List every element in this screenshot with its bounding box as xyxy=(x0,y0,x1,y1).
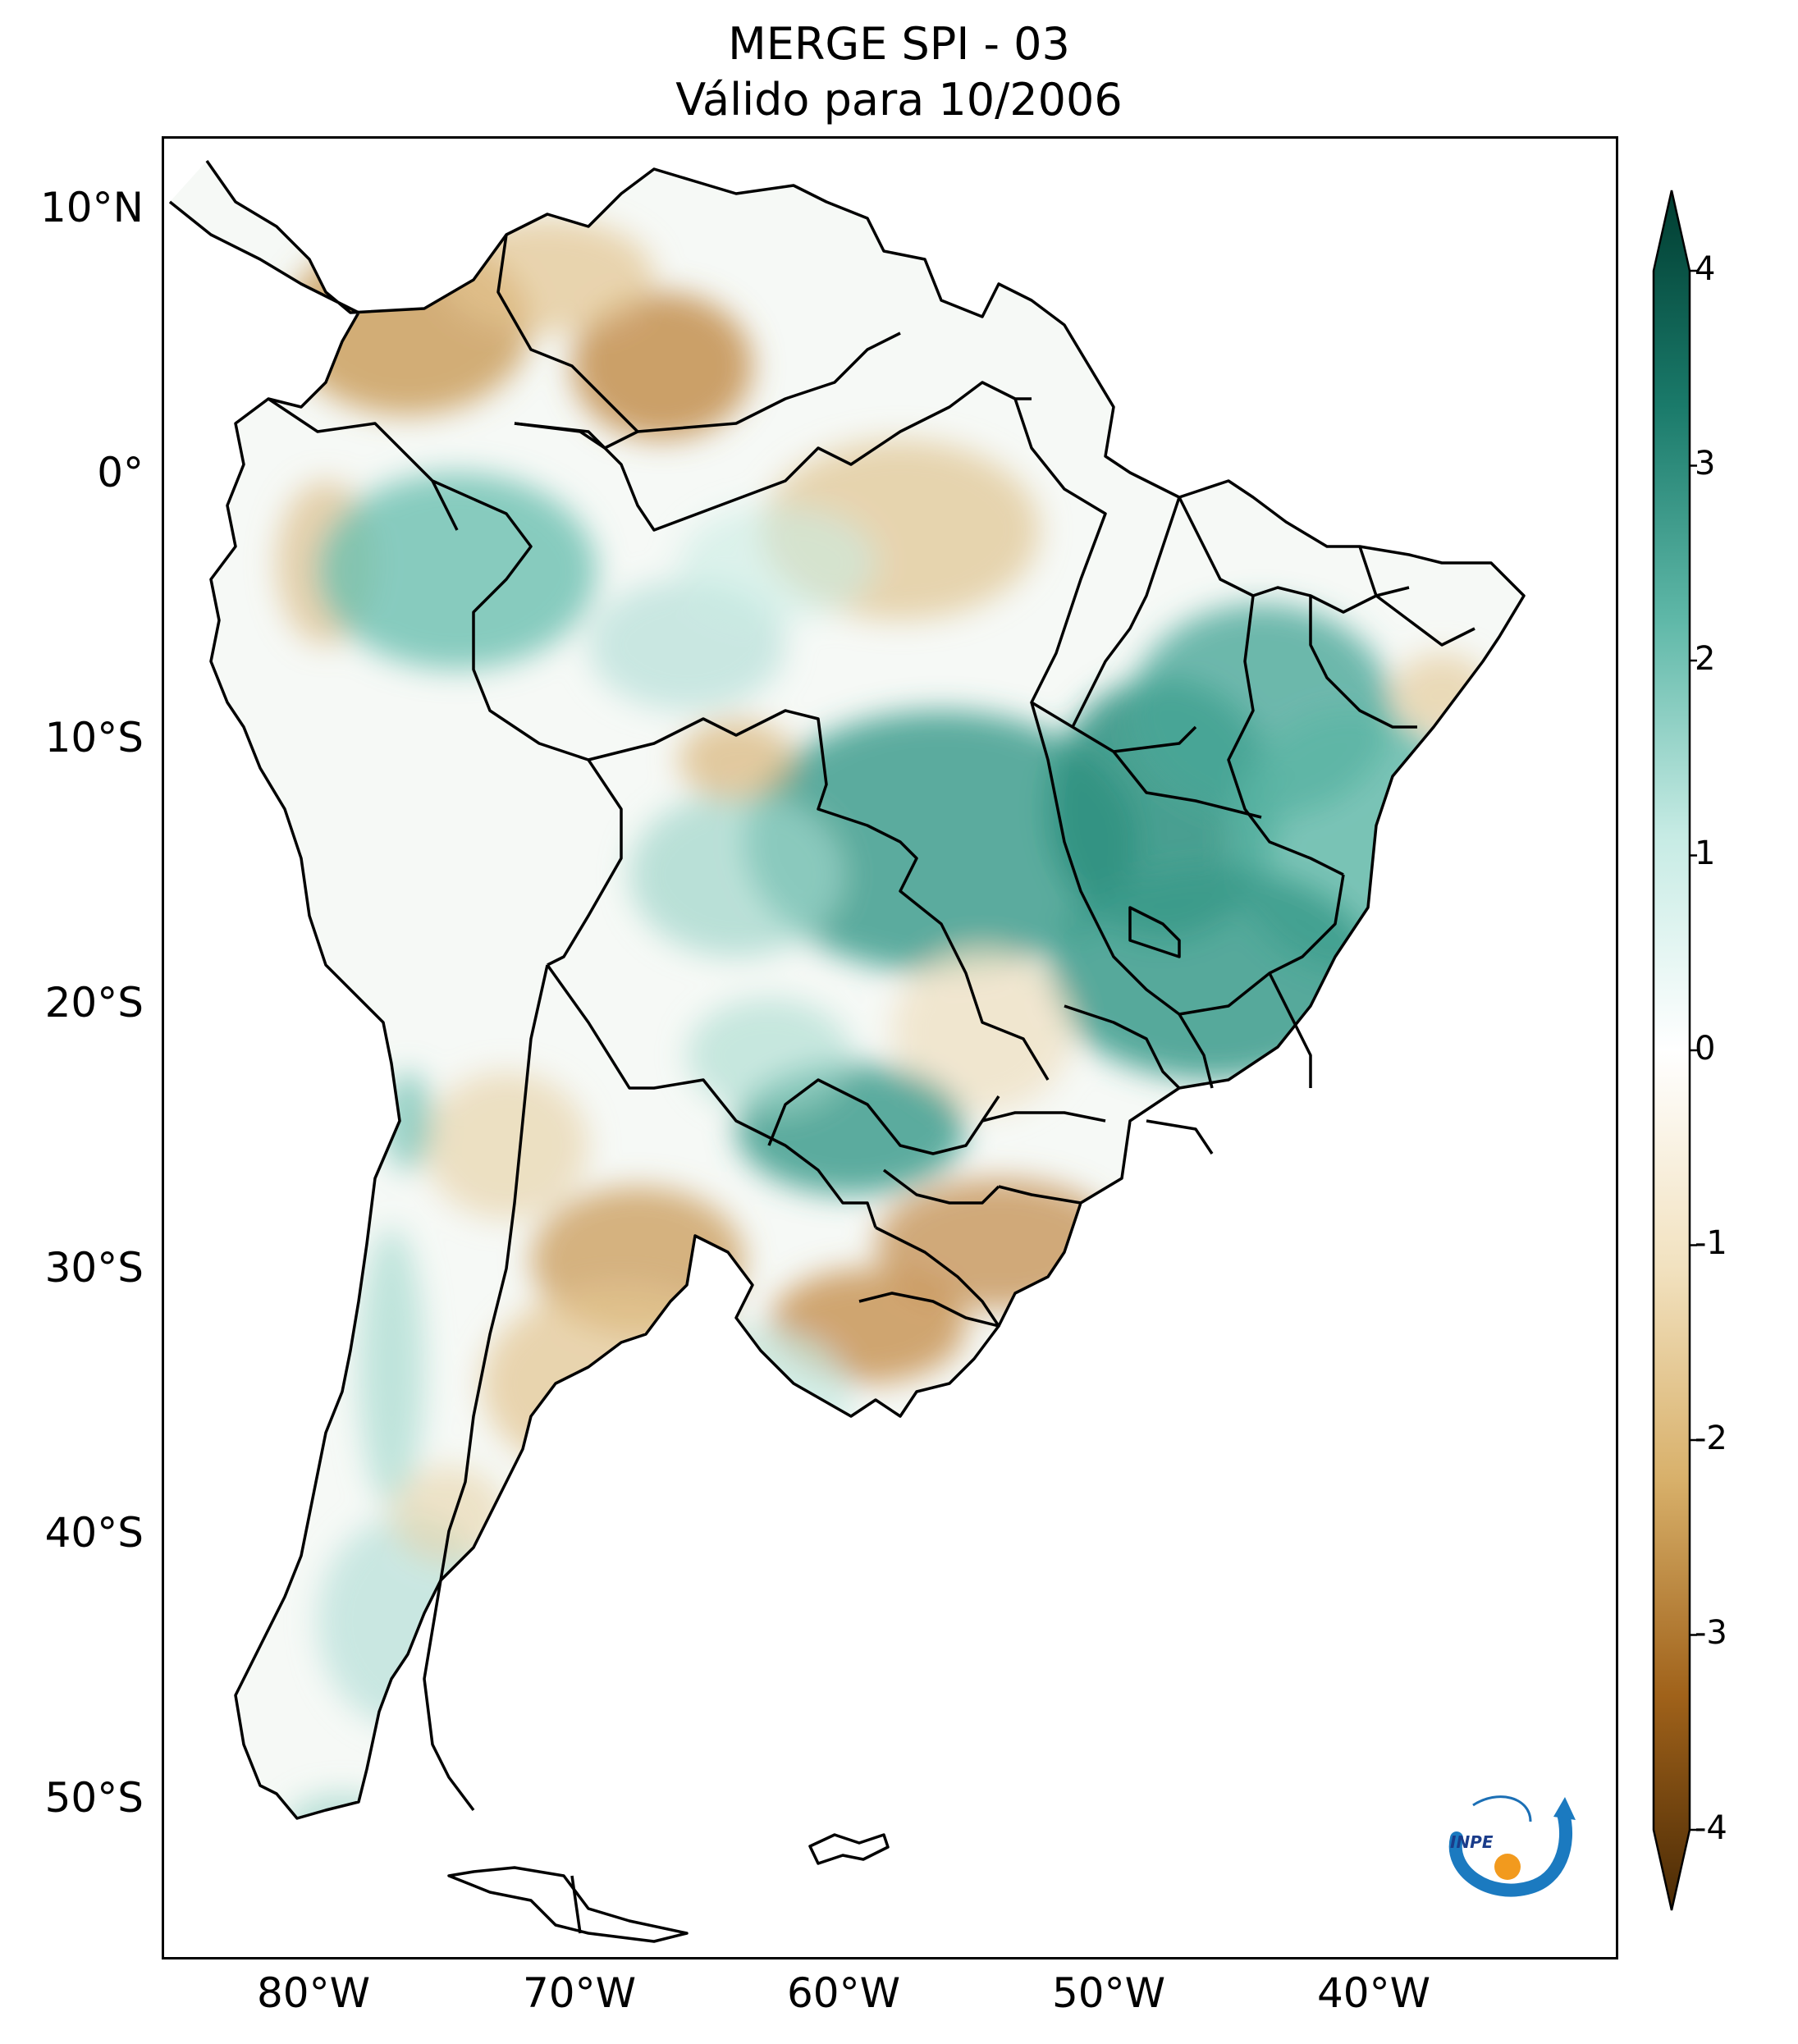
cb-tick-neg3: -3 xyxy=(1695,1614,1727,1652)
lat-label-0: 0° xyxy=(97,449,144,496)
lat-label-20s: 20°S xyxy=(44,979,144,1027)
cb-tick-neg4: -4 xyxy=(1695,1809,1727,1847)
lat-label-10s: 10°S xyxy=(44,714,144,761)
cb-tick-1: 1 xyxy=(1695,835,1716,872)
colorbar-ramp xyxy=(1652,190,1691,1911)
lon-label-50w: 50°W xyxy=(1051,1969,1166,2017)
cb-tick-3: 3 xyxy=(1695,445,1716,482)
lat-label-10n: 10°N xyxy=(39,184,144,231)
colorbar xyxy=(1652,190,1697,1911)
lon-label-40w: 40°W xyxy=(1316,1969,1431,2017)
cb-tick-neg1: -1 xyxy=(1695,1224,1727,1262)
lat-label-50s: 50°S xyxy=(44,1774,144,1822)
lat-label-40s: 40°S xyxy=(44,1509,144,1557)
cb-tick-2: 2 xyxy=(1695,640,1716,678)
map-subtitle: Válido para 10/2006 xyxy=(675,74,1123,126)
inpe-logo: INPE xyxy=(1448,1795,1576,1897)
lon-label-70w: 70°W xyxy=(522,1969,637,2017)
map-panel xyxy=(162,136,1618,1959)
logo-sun-icon xyxy=(1494,1854,1521,1880)
logo-swoosh-icon xyxy=(1448,1807,1573,1897)
map-border xyxy=(162,136,1618,1959)
lon-label-80w: 80°W xyxy=(256,1969,371,2017)
lon-label-60w: 60°W xyxy=(786,1969,901,2017)
cb-tick-0: 0 xyxy=(1695,1030,1716,1068)
lat-label-30s: 30°S xyxy=(44,1244,144,1292)
cb-tick-neg2: -2 xyxy=(1695,1420,1727,1457)
cb-tick-4: 4 xyxy=(1695,250,1716,288)
borders xyxy=(168,159,1526,1943)
logo-text: INPE xyxy=(1450,1832,1494,1852)
map-title: MERGE SPI - 03 xyxy=(728,18,1070,70)
